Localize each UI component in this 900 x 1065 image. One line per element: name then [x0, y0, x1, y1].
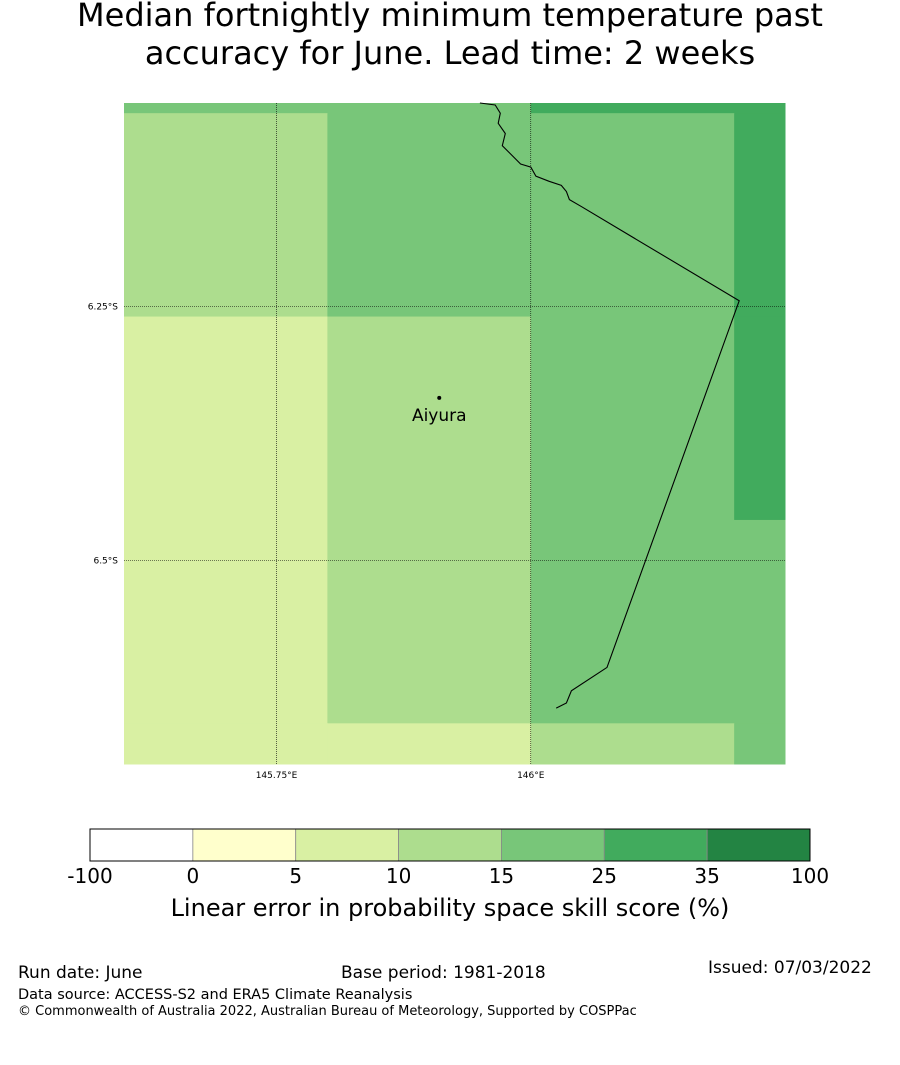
colorbar-tick-label: 100 — [791, 864, 829, 888]
map-figure: 6.25°S 6.5°S 145.75°E 146°E Aiyura -100 0 5 10… — [67, 102, 829, 922]
colorbar-bin — [398, 828, 502, 862]
grid-cell — [327, 103, 532, 114]
grid-cell — [327, 723, 532, 765]
title-line-2: accuracy for June. Lead time: 2 weeks — [144, 34, 756, 72]
base-period: Base period: 1981-2018 — [341, 963, 546, 983]
colorbar-title: Linear error in probability space skill … — [171, 894, 730, 922]
lat-tick-label: 6.25°S — [88, 302, 119, 312]
grid-cell — [327, 113, 532, 318]
grid-cell — [124, 519, 328, 724]
grid-cell — [734, 113, 786, 318]
place-dot — [437, 395, 442, 400]
grid-cell — [124, 103, 328, 114]
place-label: Aiyura — [412, 406, 467, 426]
grid-cell — [124, 316, 328, 521]
grid-cell — [734, 316, 786, 521]
grid-cell — [530, 316, 735, 521]
skill-grid — [124, 103, 786, 765]
graticule — [124, 103, 785, 764]
grid-cell — [734, 723, 786, 765]
grid-cell — [327, 519, 532, 724]
coastline-border — [479, 102, 740, 709]
lon-tick-label: 145.75°E — [256, 771, 298, 781]
place-marker: Aiyura — [412, 395, 467, 426]
run-date: Run date: June — [18, 963, 143, 983]
colorbar-tick-label: 25 — [592, 864, 617, 888]
grid-cell — [124, 113, 328, 318]
colorbar-bin — [89, 828, 194, 862]
axis-tick-labels: 6.25°S 6.5°S 145.75°E 146°E — [88, 302, 545, 781]
colorbar-bin — [706, 828, 811, 862]
grid-cell — [327, 316, 532, 521]
grid-cell — [530, 103, 786, 114]
colorbar-tick-label: 5 — [289, 864, 302, 888]
colorbar: -100 0 5 10 15 25 35 100 — [67, 828, 829, 888]
colorbar-tick-label: 15 — [489, 864, 514, 888]
title-line-1: Median fortnightly minimum temperature p… — [77, 0, 823, 34]
issued-date: Issued: 07/03/2022 — [708, 958, 872, 978]
colorbar-bin — [501, 828, 605, 862]
colorbar-tick-label: 35 — [694, 864, 719, 888]
colorbar-tick-label: 0 — [186, 864, 199, 888]
grid-cell — [530, 519, 735, 724]
colorbar-bin — [295, 828, 399, 862]
page-title: Median fortnightly minimum temperature p… — [0, 0, 900, 72]
colorbar-bin — [603, 828, 708, 862]
lon-tick-label: 146°E — [517, 771, 545, 781]
data-source: Data source: ACCESS-S2 and ERA5 Climate … — [18, 987, 413, 1003]
grid-cell — [124, 723, 328, 765]
grid-cell — [734, 519, 786, 724]
colorbar-bin — [192, 828, 297, 862]
colorbar-tick-label: -100 — [67, 864, 112, 888]
colorbar-tick-label: 10 — [386, 864, 411, 888]
lat-tick-label: 6.5°S — [93, 557, 118, 567]
grid-cell — [530, 113, 735, 318]
colorbar-frame — [89, 828, 811, 862]
grid-cell — [530, 723, 735, 765]
copyright: © Commonwealth of Australia 2022, Austra… — [18, 1004, 637, 1019]
